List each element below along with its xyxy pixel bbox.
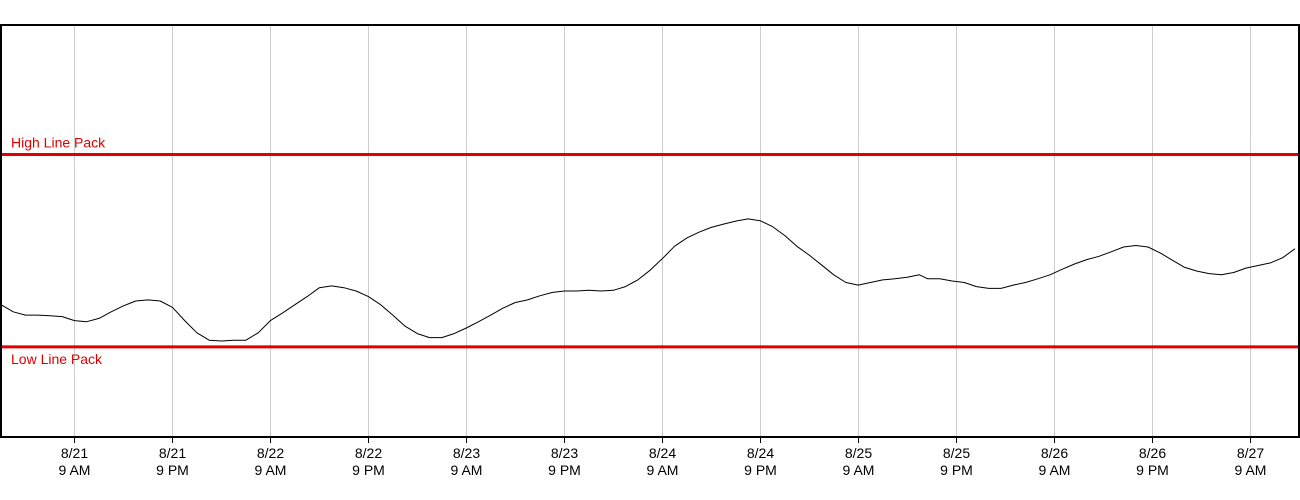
x-tick-label-time: 9 PM bbox=[548, 462, 581, 478]
vertical-gridlines bbox=[74, 25, 1251, 437]
x-tick-label-time: 9 PM bbox=[940, 462, 973, 478]
x-tick-label-time: 9 PM bbox=[744, 462, 777, 478]
x-tick-label-time: 9 AM bbox=[647, 462, 679, 478]
reference-lines bbox=[1, 153, 1299, 349]
x-tick-label-date: 8/22 bbox=[355, 445, 382, 461]
x-tick-label-date: 8/22 bbox=[257, 445, 284, 461]
x-tick-label-date: 8/25 bbox=[943, 445, 970, 461]
x-tick-label-date: 8/25 bbox=[845, 445, 872, 461]
x-axis-ticks: 8/219 AM8/219 PM8/229 AM8/229 PM8/239 AM… bbox=[59, 437, 1267, 478]
line-pack-series bbox=[0, 218, 1296, 342]
x-tick-label-time: 9 AM bbox=[1235, 462, 1267, 478]
x-tick-label-date: 8/23 bbox=[453, 445, 480, 461]
x-tick-label-time: 9 AM bbox=[255, 462, 287, 478]
x-tick-label-time: 9 PM bbox=[1136, 462, 1169, 478]
x-tick-label-date: 8/21 bbox=[159, 445, 186, 461]
x-tick-label-time: 9 AM bbox=[1039, 462, 1071, 478]
x-tick-label-date: 8/24 bbox=[649, 445, 676, 461]
x-tick-label-date: 8/23 bbox=[551, 445, 578, 461]
data-series bbox=[0, 218, 1296, 342]
x-tick-label-time: 9 AM bbox=[59, 462, 91, 478]
x-tick-label-time: 9 PM bbox=[156, 462, 189, 478]
high-line-pack-label: High Line Pack bbox=[11, 135, 106, 151]
x-tick-label-date: 8/27 bbox=[1237, 445, 1264, 461]
x-tick-label-time: 9 AM bbox=[843, 462, 875, 478]
plot-frame bbox=[0, 24, 1300, 438]
low-line-pack-label: Low Line Pack bbox=[11, 351, 103, 367]
x-tick-label-time: 9 PM bbox=[352, 462, 385, 478]
x-tick-label-time: 9 AM bbox=[451, 462, 483, 478]
x-tick-label-date: 8/21 bbox=[61, 445, 88, 461]
x-tick-label-date: 8/26 bbox=[1041, 445, 1068, 461]
x-tick-label-date: 8/26 bbox=[1139, 445, 1166, 461]
reference-line-labels: High Line Pack Low Line Pack bbox=[11, 135, 106, 367]
x-tick-label-date: 8/24 bbox=[747, 445, 774, 461]
